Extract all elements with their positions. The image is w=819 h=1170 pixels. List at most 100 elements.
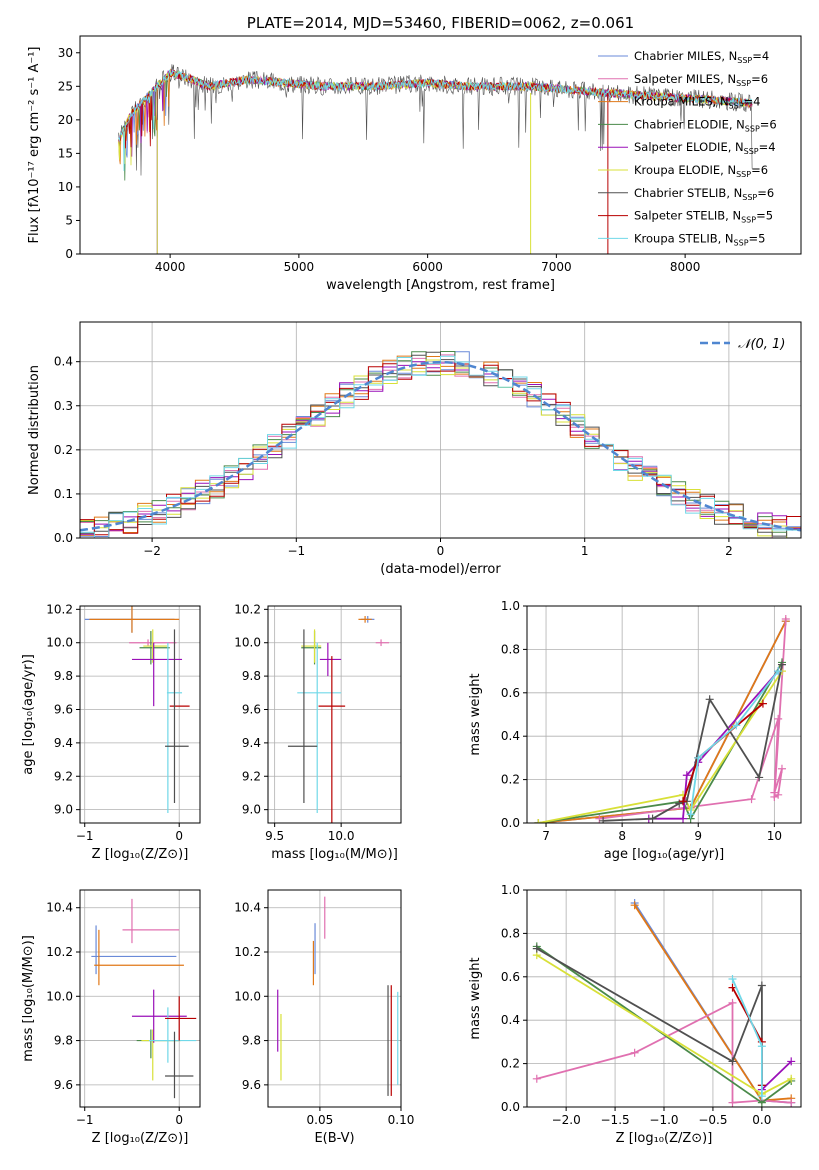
y-tick-label: 0.6 xyxy=(501,970,520,984)
x-tick-label: −1 xyxy=(76,829,94,843)
weight-line xyxy=(761,1060,792,1091)
y-tick-label: 25 xyxy=(58,79,73,93)
x-tick-label: −1.5 xyxy=(601,1113,630,1127)
axes-frame xyxy=(79,889,201,1108)
legend-entry: Kroupa ELODIE, NSSP=6 xyxy=(634,163,768,179)
weight-marker xyxy=(732,721,741,730)
y-axis-label: mass weight xyxy=(468,673,483,755)
y-axis-label: mass weight xyxy=(468,957,483,1039)
y-tick-label: 9.6 xyxy=(54,1078,73,1092)
legend-entry: Chabrier STELIB, NSSP=6 xyxy=(634,186,774,202)
weight-marker xyxy=(630,901,639,910)
axes-frame xyxy=(526,605,802,824)
y-axis-label: mass [log₁₀(M/M⊙)] xyxy=(21,935,36,1062)
weight-marker xyxy=(599,816,608,823)
y-tick-label: 0.0 xyxy=(501,1100,520,1114)
y-tick-label: 9.8 xyxy=(54,1034,73,1048)
weight-marker xyxy=(728,998,737,1007)
y-tick-label: 9.6 xyxy=(242,1078,261,1092)
y-tick-label: 0.6 xyxy=(501,686,520,700)
y-tick-label: 9.2 xyxy=(54,769,73,783)
age-vs-Z-plot xyxy=(84,606,190,813)
chart-title: PLATE=2014, MJD=53460, FIBERID=0062, z=0… xyxy=(247,14,634,32)
weight-marker xyxy=(770,792,779,801)
y-tick-label: 15 xyxy=(58,146,73,160)
y-tick-label: 10.0 xyxy=(46,989,73,1003)
y-tick-label: 0.1 xyxy=(54,487,73,501)
x-tick-label: −2.0 xyxy=(552,1113,581,1127)
residuals-plot xyxy=(80,351,801,538)
y-tick-label: 9.8 xyxy=(242,669,261,683)
x-tick-label: 4000 xyxy=(155,260,186,274)
y-tick-label: 10.0 xyxy=(234,989,261,1003)
x-tick-label: 7 xyxy=(542,829,550,843)
weight-marker xyxy=(728,1098,737,1107)
y-tick-label: 10 xyxy=(58,180,73,194)
weight-marker xyxy=(648,814,657,823)
weight-line xyxy=(599,618,787,820)
x-axis-label: Z [log₁₀(Z/Z⊙)] xyxy=(92,1131,189,1146)
x-tick-label: 8 xyxy=(618,829,626,843)
y-tick-label: 0.2 xyxy=(501,1057,520,1071)
y-tick-label: 30 xyxy=(58,46,73,60)
x-tick-label: −1.0 xyxy=(649,1113,678,1127)
x-tick-label: −2 xyxy=(143,544,161,558)
y-tick-label: 9.8 xyxy=(242,1034,261,1048)
y-tick-label: 9.0 xyxy=(242,803,261,817)
weight-marker xyxy=(728,983,737,992)
y-tick-label: 9.0 xyxy=(54,803,73,817)
y-tick-label: 10.2 xyxy=(46,602,73,616)
y-axis-label: Flux [fλ10⁻¹⁷ erg cm⁻² s⁻¹ A⁻¹] xyxy=(27,47,42,244)
weight-marker xyxy=(787,1057,796,1066)
x-tick-label: −1 xyxy=(76,1113,94,1127)
legend-entry: Salpeter MILES, NSSP=6 xyxy=(634,72,768,88)
weight-line xyxy=(536,1001,792,1104)
y-tick-label: 10.2 xyxy=(234,602,261,616)
weight-marker xyxy=(679,814,688,823)
weight-marker xyxy=(630,1048,639,1057)
legend-entry: Kroupa MILES, NSSP=4 xyxy=(634,95,760,111)
legend-entry: Kroupa STELIB, NSSP=5 xyxy=(634,231,765,247)
weight-marker xyxy=(694,753,703,762)
weight-line xyxy=(689,670,779,815)
weight-marker xyxy=(682,771,691,780)
y-tick-label: 10.2 xyxy=(46,945,73,959)
x-tick-label: 5000 xyxy=(284,260,315,274)
x-axis-label: age [log₁₀(age/yr)] xyxy=(604,847,725,862)
y-tick-label: 0.3 xyxy=(54,399,73,413)
weight-marker xyxy=(747,795,756,804)
weight-marker xyxy=(757,1092,766,1101)
legend-entry: Chabrier ELODIE, NSSP=6 xyxy=(634,117,777,133)
hist-step-kroupa-elodie xyxy=(80,359,801,538)
axes-frame xyxy=(267,889,402,1108)
x-tick-label: 10.0 xyxy=(328,829,355,843)
weight-marker xyxy=(777,660,786,669)
x-tick-label: 0.0 xyxy=(752,1113,771,1127)
y-tick-label: 9.6 xyxy=(54,702,73,716)
legend-entry: Salpeter STELIB, NSSP=5 xyxy=(634,209,773,225)
x-axis-label: Z [log₁₀(Z/Z⊙)] xyxy=(92,847,189,862)
x-tick-label: 8000 xyxy=(670,260,701,274)
weight-marker xyxy=(774,667,783,676)
y-tick-label: 9.8 xyxy=(54,669,73,683)
axes-frame xyxy=(79,605,201,824)
y-tick-label: 0.0 xyxy=(54,531,73,545)
y-tick-label: 5 xyxy=(65,213,73,227)
x-tick-label: −0.5 xyxy=(698,1113,727,1127)
y-axis-label: Normed distribution xyxy=(27,365,42,495)
y-tick-label: 0.4 xyxy=(501,729,520,743)
spectrum-plot xyxy=(118,64,753,254)
age-vs-mass-plot xyxy=(287,616,390,823)
y-tick-label: 9.4 xyxy=(54,736,73,750)
spectrum-line-kroupa-stelib xyxy=(118,69,753,172)
weight-marker xyxy=(787,1098,796,1107)
y-tick-label: 10.0 xyxy=(234,636,261,650)
y-tick-label: 0.2 xyxy=(54,443,73,457)
y-tick-label: 0.8 xyxy=(501,926,520,940)
weight-vs-age-plot xyxy=(534,615,790,823)
x-tick-label: 2 xyxy=(725,544,733,558)
y-tick-label: 1.0 xyxy=(501,883,520,897)
weight-marker xyxy=(705,695,714,704)
mass-vs-ebv-plot xyxy=(277,896,399,1096)
